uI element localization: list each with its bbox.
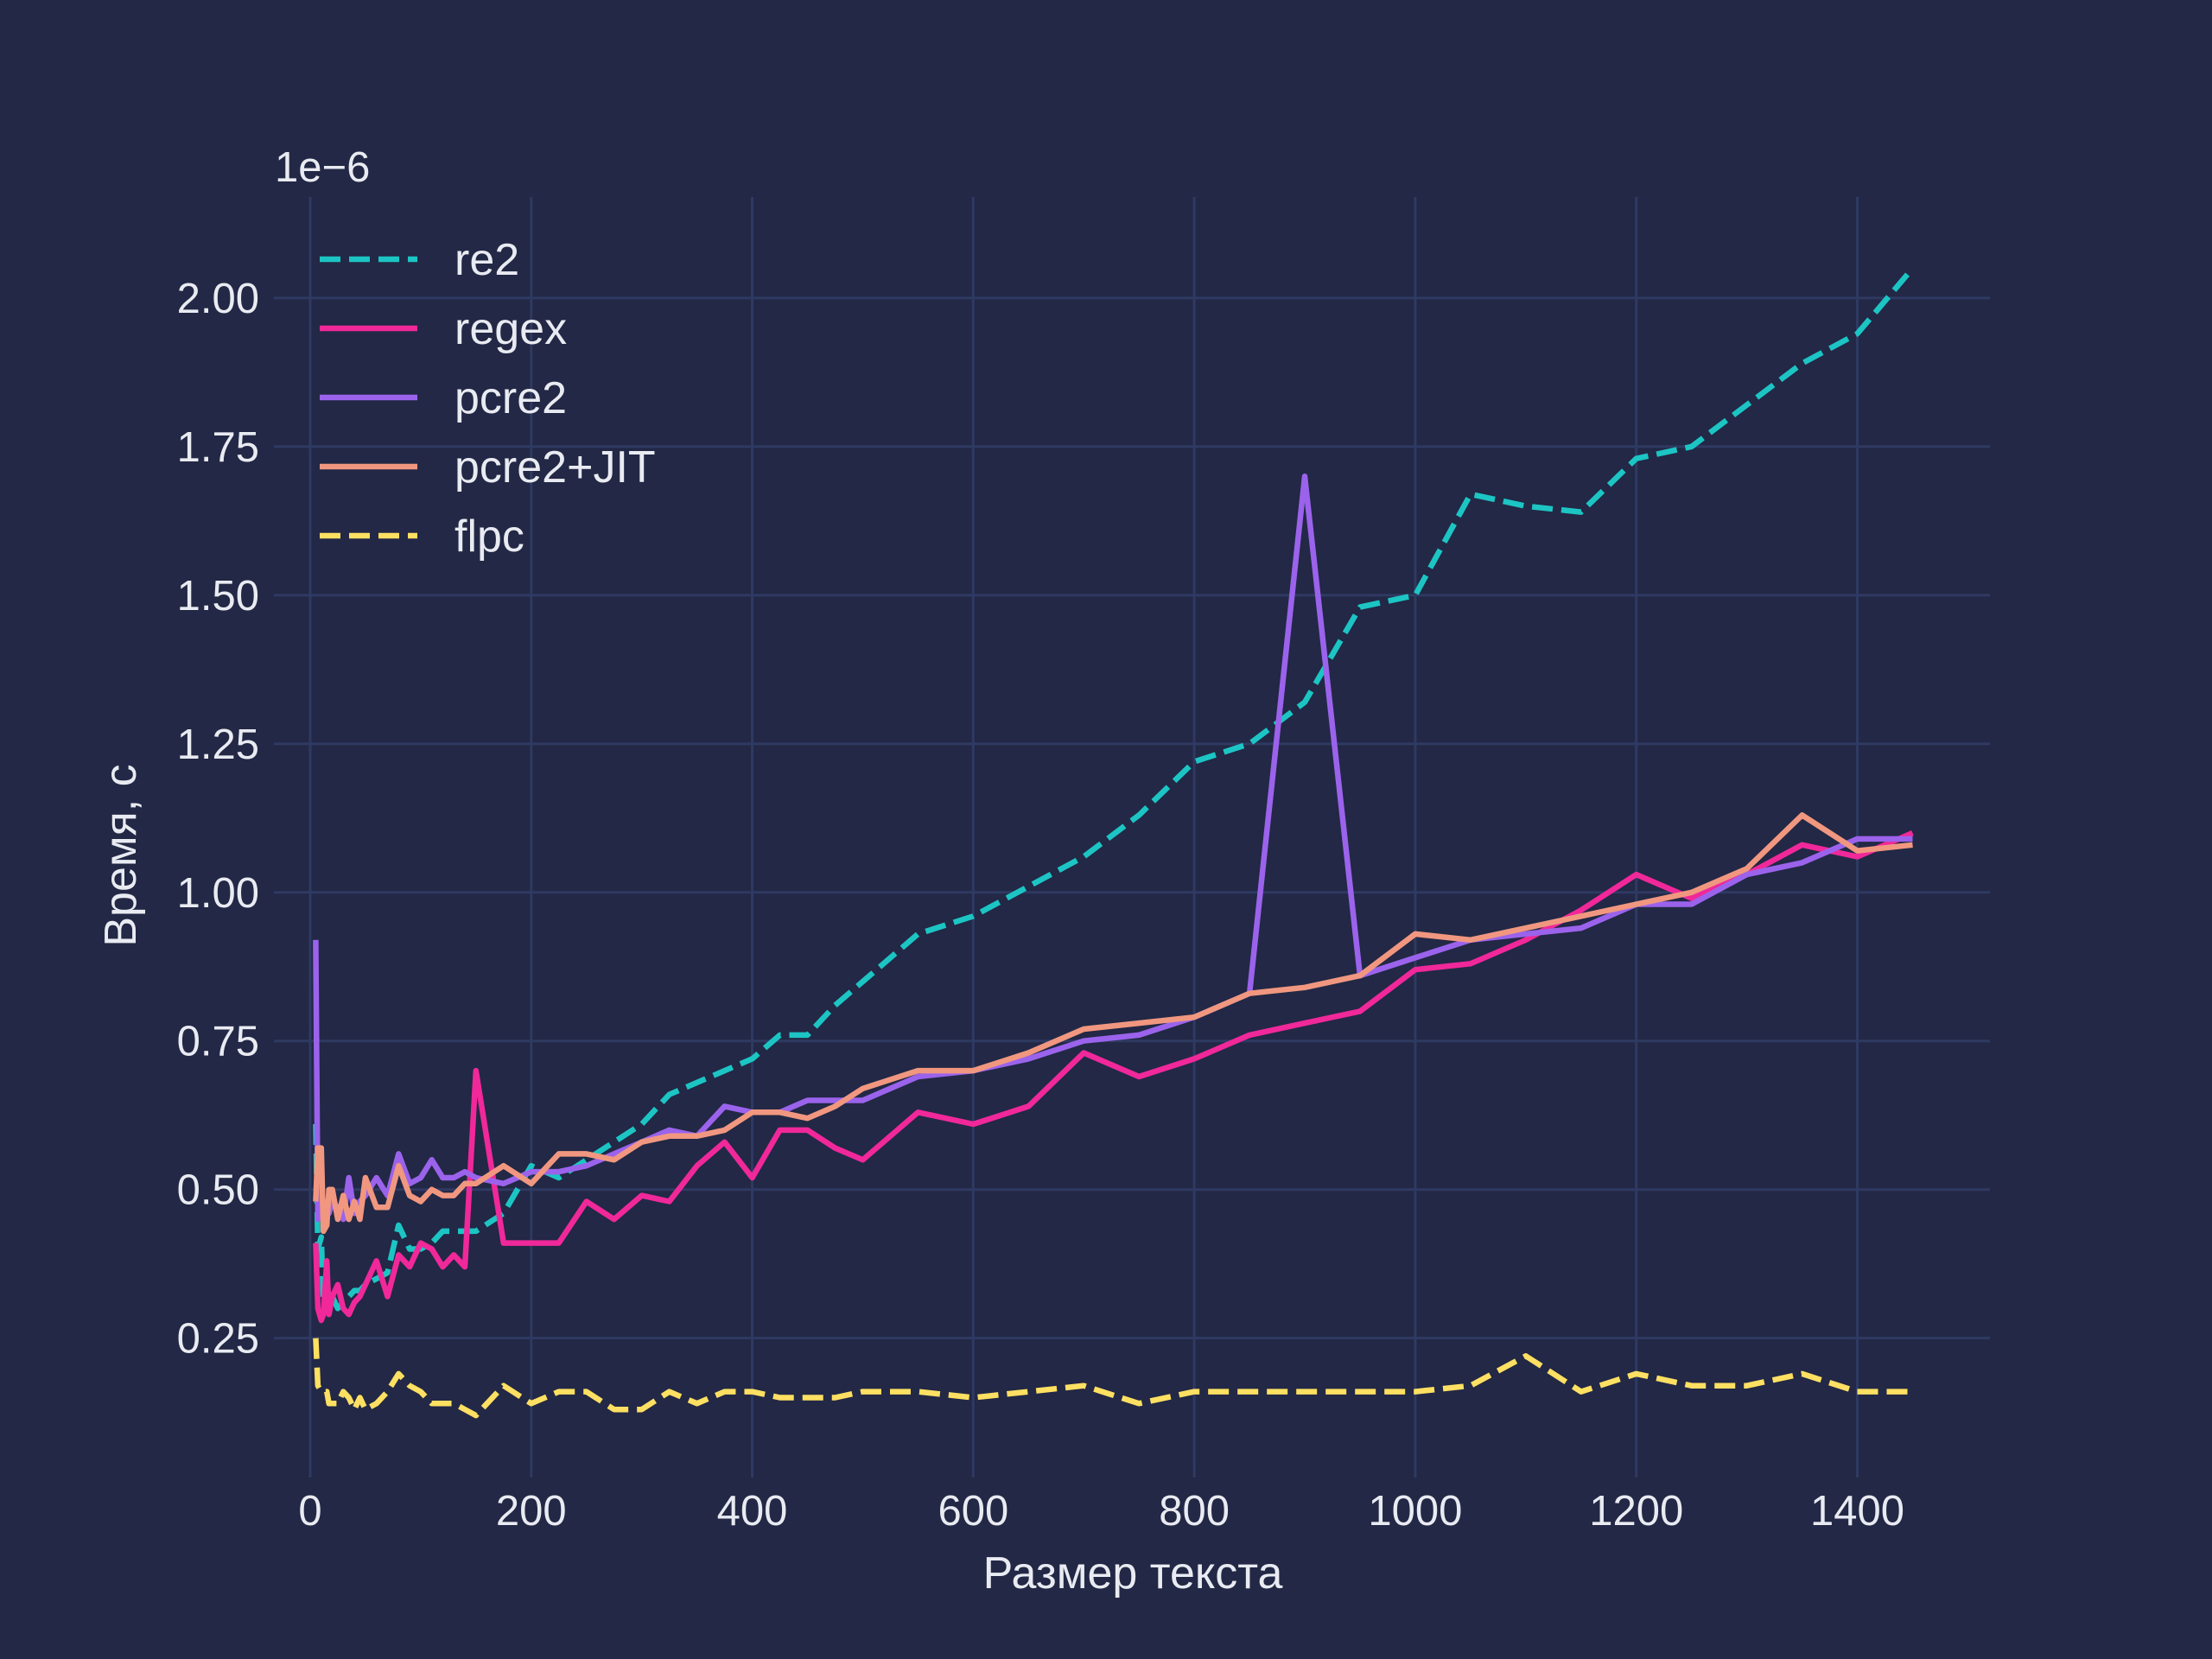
y-tick-label: 0.75 [177, 1019, 259, 1065]
y-offset-label: 1e−6 [275, 144, 370, 191]
x-tick-label: 1200 [1589, 1488, 1683, 1535]
x-axis-title: Размер текста [983, 1548, 1283, 1599]
series-line-pcre2-jit [313, 812, 1913, 1235]
y-tick-label: 1.50 [177, 573, 259, 620]
y-tick-label: 1.25 [177, 721, 259, 768]
x-tick-label: 800 [1159, 1488, 1230, 1535]
legend: re2 regex pcre2 pcre2+JIT flpc [320, 235, 656, 562]
y-axis-ticks: 0.25 0.50 0.75 1.00 1.25 1.50 1.75 2.00 [177, 276, 283, 1363]
legend-item: pcre2 [320, 373, 567, 423]
y-tick-label: 0.50 [177, 1167, 259, 1214]
legend-label: re2 [454, 235, 519, 285]
legend-label: pcre2 [454, 373, 567, 423]
legend-label: flpc [454, 512, 524, 562]
y-tick-label: 1.00 [177, 870, 259, 917]
legend-item: re2 [320, 235, 519, 285]
legend-label: regex [454, 304, 567, 354]
x-tick-label: 1000 [1368, 1488, 1462, 1535]
x-tick-label: 0 [298, 1488, 321, 1535]
series-line-re2 [313, 266, 1915, 1312]
legend-item: pcre2+JIT [320, 442, 656, 493]
series-lines [313, 266, 1915, 1419]
legend-item: regex [320, 304, 567, 354]
gridlines [283, 197, 1990, 1469]
legend-label: pcre2+JIT [454, 442, 656, 493]
x-axis-ticks: 0 200 400 600 800 1000 1200 1400 [298, 1469, 1904, 1535]
y-axis-title: Время, с [96, 764, 146, 946]
series-line-flpc [313, 1338, 1913, 1419]
x-tick-label: 600 [938, 1488, 1008, 1535]
y-tick-label: 1.75 [177, 424, 259, 471]
y-tick-label: 0.25 [177, 1316, 259, 1363]
x-tick-label: 200 [496, 1488, 567, 1535]
series-line-regex [313, 830, 1914, 1324]
legend-item: flpc [320, 512, 524, 562]
x-tick-label: 400 [717, 1488, 788, 1535]
y-tick-label: 2.00 [177, 276, 259, 322]
x-tick-label: 1400 [1810, 1488, 1904, 1535]
